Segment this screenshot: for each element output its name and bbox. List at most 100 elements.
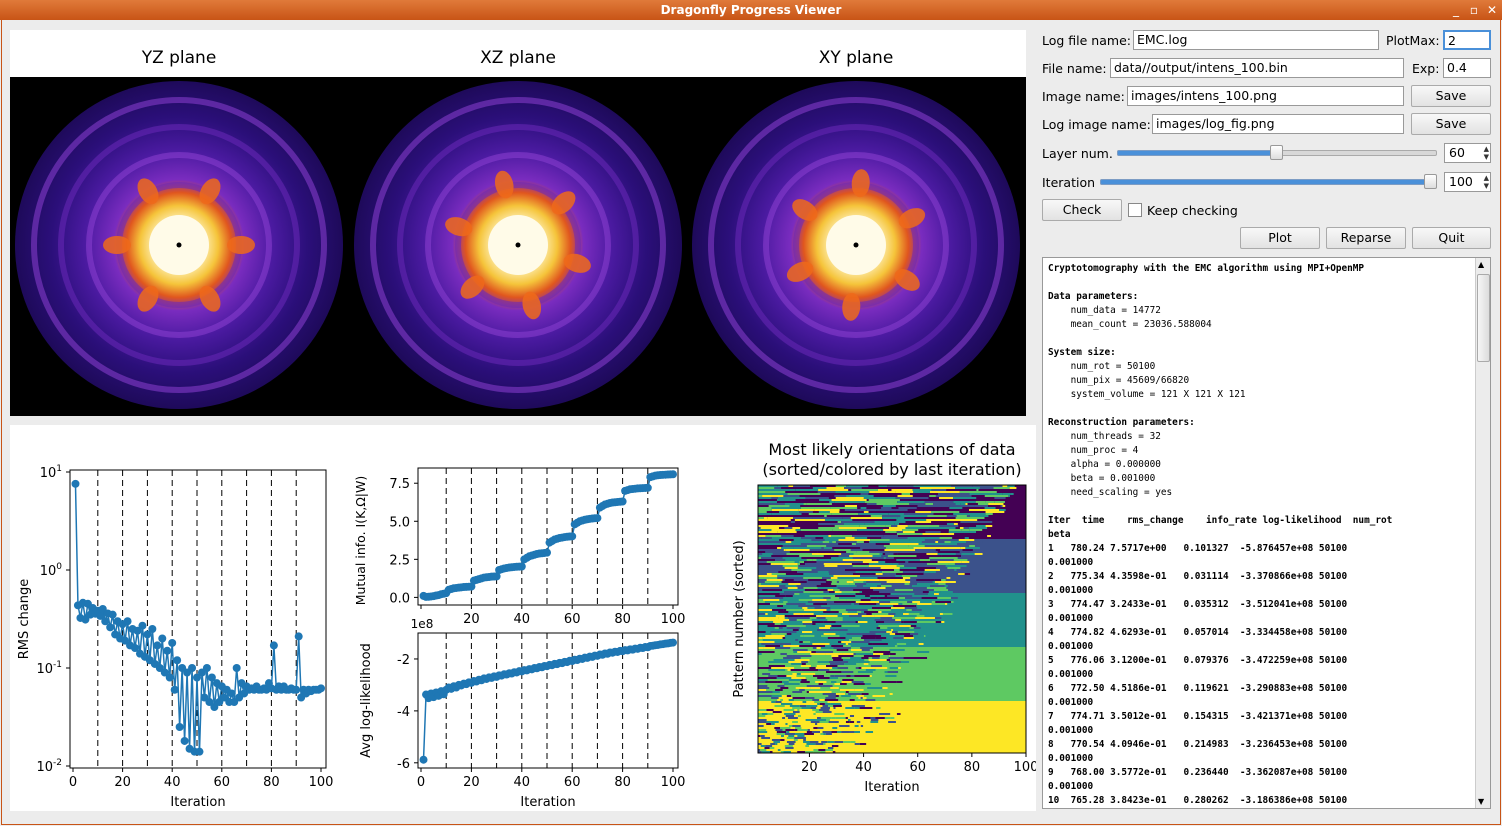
scroll-up-icon[interactable]: ▲	[1478, 260, 1485, 269]
heatmap-cell	[783, 549, 786, 552]
heatmap-cell	[827, 741, 835, 744]
heatmap-converged-cell	[861, 677, 1026, 680]
heatmap-cell	[800, 635, 804, 638]
heatmap-converged-cell	[1009, 489, 1026, 492]
heatmap-cell	[886, 697, 896, 700]
heatmap-cell	[771, 723, 775, 726]
heatmap-cell	[799, 563, 805, 566]
heatmap-cell	[769, 603, 787, 606]
heatmap-cell	[799, 495, 803, 498]
log-scroll-thumb[interactable]	[1477, 274, 1490, 362]
heatmap-cell	[953, 501, 971, 504]
heatmap-cell	[797, 729, 804, 732]
file-name-input[interactable]: data//output/intens_100.bin	[1110, 58, 1404, 78]
heatmap-converged-cell	[940, 575, 1026, 578]
log-scrollbar[interactable]: ▲ ▼	[1475, 258, 1490, 808]
heatmap-cell	[911, 585, 931, 588]
heatmap-cell	[968, 527, 992, 530]
heatmap-cell	[947, 567, 952, 570]
heatmap-cell	[824, 625, 832, 628]
close-icon[interactable]: ✕	[1486, 3, 1498, 17]
heatmap-cell	[904, 635, 914, 638]
heatmap-converged-cell	[868, 663, 1026, 666]
heatmap-cell	[795, 499, 820, 502]
spin-up-icon[interactable]: ▲	[1483, 145, 1489, 153]
heatmap-cell	[758, 617, 779, 620]
scroll-down-icon[interactable]: ▼	[1478, 797, 1485, 806]
speckle-blob	[522, 291, 542, 320]
heatmap-cell	[966, 515, 970, 518]
iteration-slider-handle[interactable]	[1424, 174, 1437, 189]
reparse-button[interactable]: Reparse	[1326, 227, 1406, 249]
heatmap-cell	[758, 689, 767, 692]
check-button[interactable]: Check	[1042, 199, 1122, 221]
heatmap-cell	[926, 563, 949, 566]
heatmap-cell	[805, 663, 823, 666]
heatmap-cell	[857, 613, 867, 616]
heatmap-cell	[924, 545, 941, 548]
heatmap-cell	[810, 711, 816, 714]
keep-checking-checkbox[interactable]	[1128, 203, 1142, 217]
heatmap-converged-cell	[894, 717, 1026, 720]
heatmap-cell	[891, 507, 899, 510]
heatmap-cell	[836, 649, 849, 652]
slice-ring	[31, 97, 327, 393]
heatmap-cell	[790, 525, 817, 528]
quit-button[interactable]: Quit	[1412, 227, 1491, 249]
heatmap-cell	[890, 609, 907, 612]
save-log-image-button[interactable]: Save	[1411, 113, 1491, 135]
heatmap-cell	[932, 581, 935, 584]
minimize-icon[interactable]: _	[1453, 3, 1459, 17]
heatmap-cell	[838, 531, 867, 534]
heatmap-row	[758, 599, 1026, 602]
heatmap-cell	[919, 613, 929, 616]
spin-up-icon[interactable]: ▲	[1483, 174, 1489, 182]
heatmap-cell	[816, 615, 838, 618]
heatmap-cell	[823, 537, 846, 540]
heatmap-cell	[895, 491, 914, 494]
heatmap-cell	[758, 641, 775, 644]
heatmap-cell	[785, 623, 789, 626]
heatmap-cell	[785, 747, 794, 750]
heatmap-cell	[896, 533, 923, 536]
heatmap-cell	[940, 549, 963, 552]
heatmap-cell	[851, 705, 865, 708]
layer-slider-handle[interactable]	[1270, 145, 1283, 160]
heatmap-converged-cell	[965, 551, 1026, 554]
plot-button[interactable]: Plot	[1240, 227, 1320, 249]
log-image-input[interactable]: images/log_fig.png	[1152, 114, 1404, 134]
spin-down-icon[interactable]: ▼	[1483, 153, 1489, 161]
heatmap-cell	[785, 733, 795, 736]
heatmap-cell	[904, 607, 923, 610]
exp-input[interactable]: 0.4	[1443, 58, 1491, 78]
image-name-input[interactable]: images/intens_100.png	[1127, 86, 1404, 106]
log-line: Cryptotomography with the EMC algorithm …	[1048, 263, 1365, 274]
heatmap-cell	[775, 689, 783, 692]
heatmap-cell	[881, 507, 892, 510]
heatmap-cell	[877, 629, 892, 632]
heatmap-cell	[819, 631, 826, 634]
heatmap-cell	[849, 731, 855, 734]
log-line: num_pix = 45609/66820	[1048, 375, 1190, 386]
heatmap-cell	[940, 591, 953, 594]
log-file-input[interactable]: EMC.log	[1133, 30, 1379, 50]
heatmap-converged-cell	[992, 513, 1026, 516]
heatmap-cell	[912, 489, 920, 492]
heatmap-cell	[810, 687, 821, 690]
heatmap-cell	[969, 493, 1003, 496]
heatmap-cell	[906, 609, 912, 612]
heatmap-cell	[835, 695, 839, 698]
iteration-spinbox[interactable]: 100 ▲ ▼	[1444, 172, 1491, 192]
save-image-button[interactable]: Save	[1411, 85, 1491, 107]
heatmap-cell	[976, 489, 979, 492]
heatmap-cell	[813, 749, 819, 752]
heatmap-cell	[827, 589, 834, 592]
plotmax-input[interactable]: 2	[1443, 30, 1491, 50]
heatmap-cell	[919, 523, 947, 526]
layer-spinbox[interactable]: 60 ▲ ▼	[1444, 143, 1491, 163]
spin-down-icon[interactable]: ▼	[1483, 182, 1489, 190]
heatmap-cell	[842, 593, 856, 596]
heatmap-cell	[828, 535, 831, 538]
log-text-area[interactable]: Cryptotomography with the EMC algorithm …	[1042, 257, 1491, 809]
maximize-icon[interactable]: ▫	[1469, 3, 1479, 17]
